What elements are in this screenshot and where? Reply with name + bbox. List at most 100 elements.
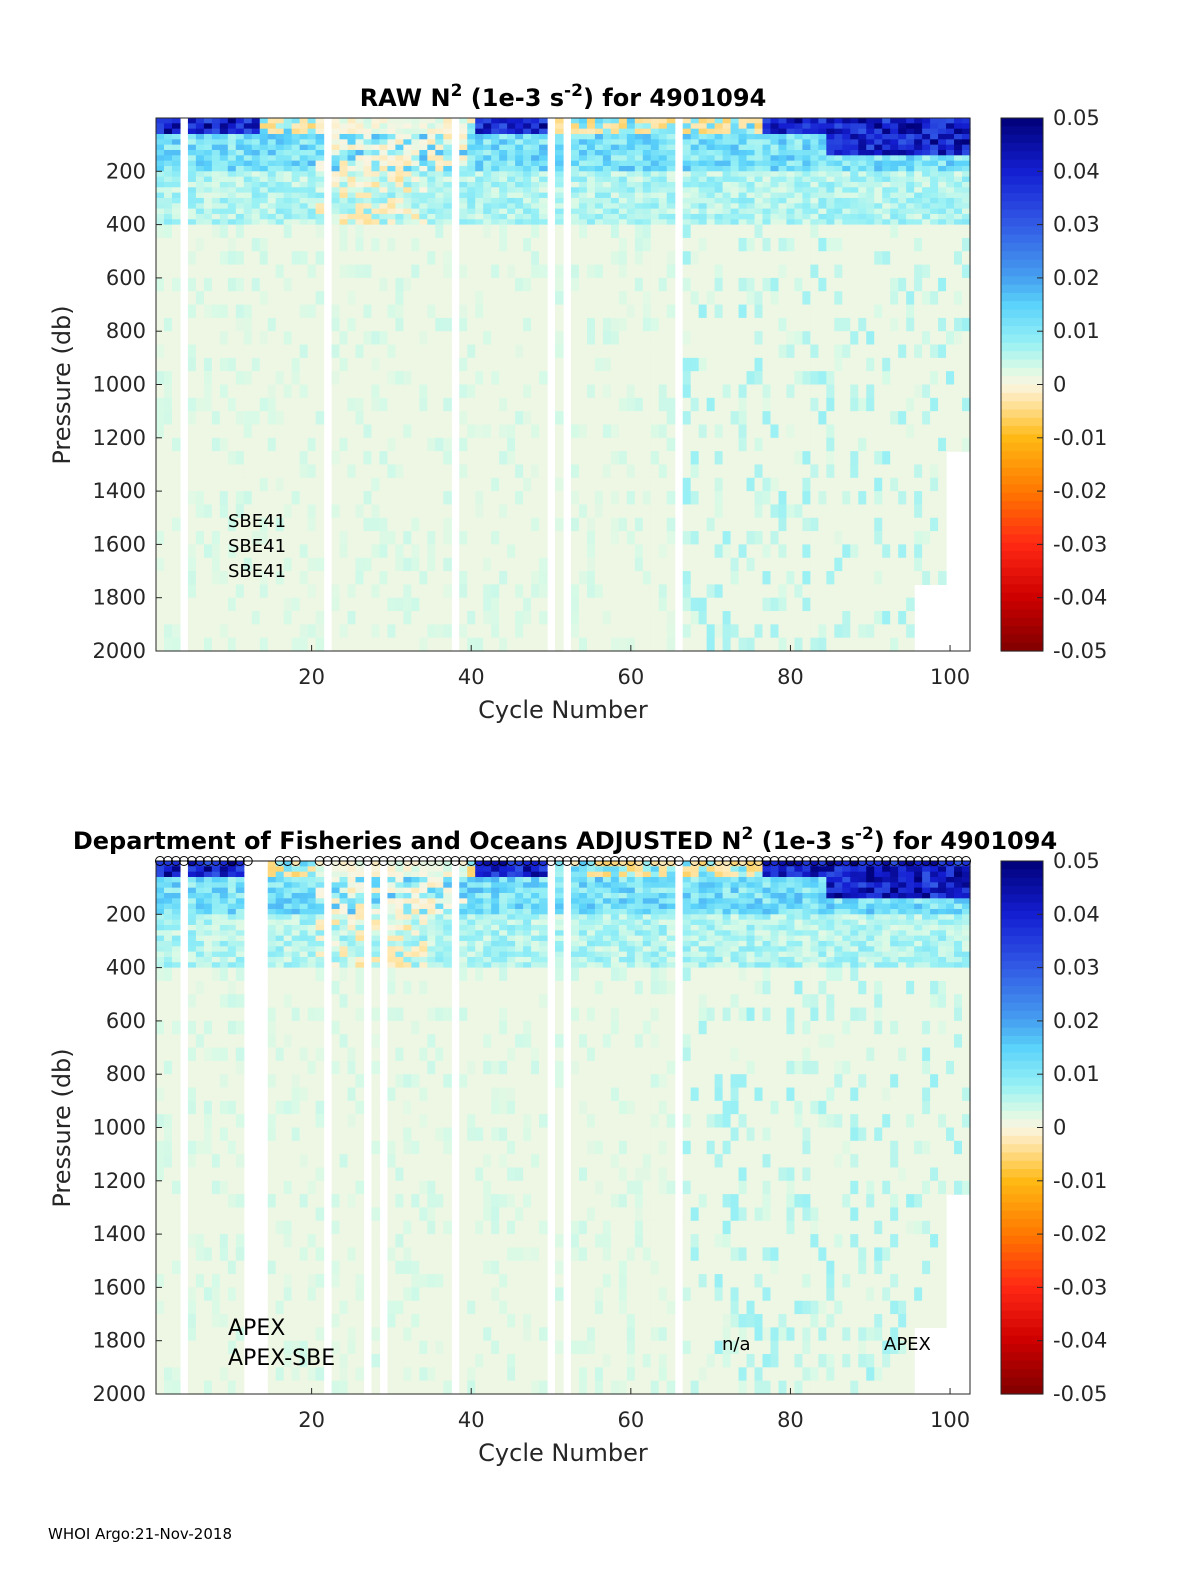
- heat-cell: [235, 251, 245, 266]
- heat-cell: [642, 544, 652, 559]
- heat-cell: [331, 331, 341, 346]
- heat-cell: [778, 192, 788, 199]
- heat-cell: [618, 504, 628, 519]
- heat-cell: [610, 118, 620, 124]
- heat-cell: [227, 277, 237, 292]
- heat-cell: [634, 624, 644, 639]
- heat-cell: [347, 128, 357, 135]
- heat-cell: [395, 557, 404, 572]
- heat-cell: [898, 424, 907, 439]
- heat-cell: [403, 251, 412, 266]
- heat-cell: [363, 611, 373, 625]
- heat-cell: [930, 544, 939, 559]
- heat-cell: [467, 171, 476, 178]
- heat-cell: [706, 197, 716, 204]
- heat-cell: [347, 304, 357, 319]
- heat-cell: [483, 224, 492, 239]
- heat-cell: [754, 464, 764, 479]
- heat-cell: [930, 277, 939, 292]
- heat-cell: [826, 331, 835, 346]
- heat-cell: [954, 237, 963, 252]
- heat-cell: [762, 291, 772, 306]
- heat-cell: [347, 187, 357, 194]
- heat-cell: [810, 144, 819, 151]
- heat-cell: [363, 624, 373, 639]
- heat-cell: [211, 424, 221, 439]
- heat-cell: [914, 304, 923, 319]
- heat-cell: [491, 344, 500, 359]
- heat-cell: [890, 219, 899, 226]
- heat-cell: [411, 557, 420, 572]
- heat-cell: [874, 384, 883, 399]
- heat-cell: [602, 277, 612, 292]
- heat-cell: [954, 264, 963, 279]
- heat-cell: [866, 160, 875, 167]
- heat-cell: [163, 451, 173, 466]
- heat-cell: [842, 128, 851, 135]
- heat-cell: [714, 504, 724, 519]
- heat-cell: [826, 491, 835, 506]
- heat-cell: [307, 197, 317, 204]
- heat-cell: [770, 118, 780, 124]
- heat-cell: [962, 128, 971, 135]
- heat-cell: [722, 277, 732, 292]
- heat-cell: [650, 187, 660, 194]
- heat-cell: [698, 531, 708, 546]
- heat-cell: [211, 397, 221, 412]
- heat-cell: [762, 611, 772, 625]
- heat-cell: [594, 203, 604, 210]
- heat-cell: [730, 384, 740, 399]
- heat-cell: [658, 637, 668, 652]
- heat-cell: [578, 331, 588, 346]
- heat-cell: [435, 160, 444, 167]
- heat-cell: [315, 197, 325, 204]
- heat-cell: [363, 477, 373, 492]
- heat-cell: [411, 123, 420, 130]
- heat-cell: [507, 264, 516, 279]
- heat-cell: [954, 384, 963, 399]
- heat-cell: [259, 531, 269, 546]
- heat-cell: [347, 517, 357, 532]
- heat-cell: [962, 237, 971, 252]
- heat-cell: [802, 477, 811, 492]
- heat-cell: [586, 357, 596, 372]
- heat-cell: [483, 187, 492, 194]
- heat-cell: [267, 291, 277, 306]
- heat-cell: [626, 144, 636, 151]
- heat-cell: [898, 165, 907, 172]
- heat-cell: [578, 203, 588, 210]
- heat-cell: [459, 197, 468, 204]
- heat-cell: [459, 144, 468, 151]
- heat-cell: [419, 139, 428, 146]
- heat-cell: [163, 144, 173, 151]
- heat-cell: [810, 203, 819, 210]
- heat-cell: [227, 149, 237, 156]
- heat-cell: [291, 411, 301, 426]
- heat-cell: [267, 203, 277, 210]
- heat-cell: [219, 544, 229, 559]
- heat-cell: [299, 219, 309, 226]
- heat-cell: [570, 192, 580, 199]
- heat-cell: [395, 571, 404, 585]
- heat-cell: [523, 187, 532, 194]
- heat-cell: [227, 213, 237, 220]
- heat-cell: [802, 357, 811, 372]
- heat-cell: [818, 118, 827, 124]
- heat-cell: [203, 624, 213, 639]
- heat-cell: [355, 411, 365, 426]
- heat-cell: [483, 344, 492, 359]
- heat-cell: [235, 411, 245, 426]
- heat-cell: [602, 464, 612, 479]
- heat-cell: [331, 424, 341, 439]
- heat-cell: [642, 317, 652, 332]
- colorbar-segment: [1001, 201, 1043, 211]
- heat-cell: [483, 264, 492, 279]
- heat-cell: [778, 213, 788, 220]
- heat-cell: [858, 277, 867, 292]
- heat-cell: [531, 237, 540, 252]
- heat-cell: [610, 491, 620, 506]
- heat-cell: [363, 371, 373, 386]
- heat-cell: [195, 504, 205, 519]
- heat-cell: [946, 344, 955, 359]
- heat-cell: [690, 317, 700, 332]
